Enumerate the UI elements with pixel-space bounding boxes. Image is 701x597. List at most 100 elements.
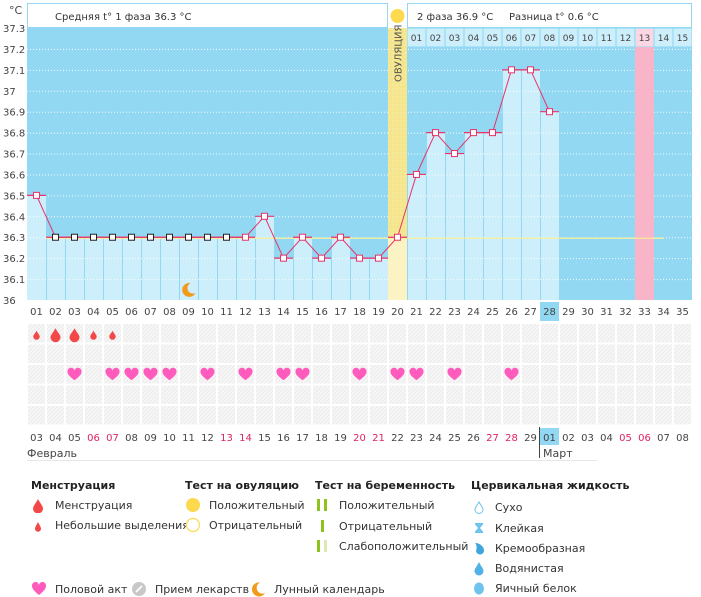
symbol-cell [218,344,235,363]
temp-bar [350,258,369,300]
post-ovulation-day-cell [407,28,426,47]
symbol-cell [636,344,653,363]
symbol-cell [522,365,539,384]
symbol-cell [617,385,634,404]
symbol-cell [180,365,197,384]
symbol-cell [161,406,178,425]
y-tick-label: 36.2 [3,254,25,265]
symbol-cell [142,344,159,363]
temp-bar [502,69,521,300]
symbol-cell [332,324,349,343]
y-tick-label: 36.1 [3,275,25,286]
symbol-cell [294,344,311,363]
calendar-date-label: 02 [562,433,575,444]
cycle-day-label: 25 [486,307,499,318]
post-ovulation-day-cell [521,28,540,47]
calendar-date-label: 17 [296,433,309,444]
symbol-cell [560,365,577,384]
symbol-cell [522,406,539,425]
cycle-day-label: 18 [353,307,366,318]
cycle-day-label: 16 [315,307,328,318]
symbol-cell [161,324,178,343]
symbol-cell [85,385,102,404]
cycle-day-label: 35 [676,307,689,318]
temp-bar [540,111,559,300]
temp-point [204,233,211,241]
post-ovulation-day-label: 09 [563,34,575,44]
legend-label: Сухо [495,500,523,514]
y-tick-label: 37.2 [3,45,25,56]
temp-point [375,254,382,262]
heart-icon [31,581,49,597]
calendar-date-label: 22 [391,433,404,444]
legend-spotting-item: Небольшие выделения [31,517,189,533]
symbol-cell [598,406,615,425]
symbol-cell [674,324,691,343]
symbol-cell [370,365,387,384]
calendar-date-label: 24 [429,433,442,444]
legend-menstruation-item: Менструация [31,497,132,513]
symbol-cell [655,406,672,425]
symbol-cell [123,385,140,404]
calendar-date-label: 19 [334,433,347,444]
intercourse-heart [162,367,177,381]
calendar-date-label: 04 [600,433,613,444]
symbol-cell [256,324,273,343]
symbol-cell [313,406,330,425]
symbol-cell [28,365,45,384]
symbol-cell [522,324,539,343]
intercourse-heart [67,367,82,381]
post-ovulation-day-label: 02 [430,34,441,44]
post-ovulation-day-label: 11 [601,34,612,44]
symbol-cell [484,344,501,363]
y-tick-label: 36.3 [3,233,25,244]
symbol-cell [446,385,463,404]
intercourse-heart [352,367,367,381]
symbol-cell [598,324,615,343]
calendar-date-label: 03 [30,433,43,444]
post-ovulation-day-cell [483,28,502,47]
legend-label: Отрицательный [339,519,433,533]
moon-icon [182,282,196,297]
current-day-highlight [540,302,559,321]
symbol-cell [218,406,235,425]
cycle-day-label: 08 [163,307,176,318]
symbol-cell [389,385,406,404]
calendar-date-label: 03 [581,433,594,444]
cycle-day-label: 13 [258,307,271,318]
calendar-date-label: 08 [125,433,138,444]
symbol-cell [617,324,634,343]
legend-ovulation-positive: Положительный [185,497,305,513]
symbol-cell [503,324,520,343]
temp-point [52,233,59,241]
legend-label: Прием лекарств [155,582,250,596]
post-ovulation-day-cell [673,28,692,47]
temp-bar [293,237,312,300]
intercourse-heart [447,367,462,381]
symbol-cell [370,344,387,363]
cycle-day-label: 07 [144,307,157,318]
y-tick-label: 36 [3,296,16,307]
calendar-date-label: 09 [144,433,157,444]
symbol-cell [161,344,178,363]
cycle-day-label: 24 [467,307,480,318]
symbol-cell [256,365,273,384]
menstruation-drop [69,328,80,343]
symbol-cell [351,324,368,343]
symbol-cell [351,344,368,363]
symbol-cell [142,406,159,425]
symbol-cell [617,365,634,384]
phase1-box [27,3,388,28]
temp-bar [122,237,141,300]
calendar-date-label: 28 [505,433,518,444]
symbol-cell [408,324,425,343]
symbol-cell [66,344,83,363]
symbol-cell [389,406,406,425]
post-ovulation-day-cell [616,28,635,47]
symbol-cell [503,344,520,363]
symbol-cell [674,406,691,425]
intercourse-heart [200,367,215,381]
symbol-cell [636,406,653,425]
symbol-cell [218,324,235,343]
symbol-cell [275,324,292,343]
